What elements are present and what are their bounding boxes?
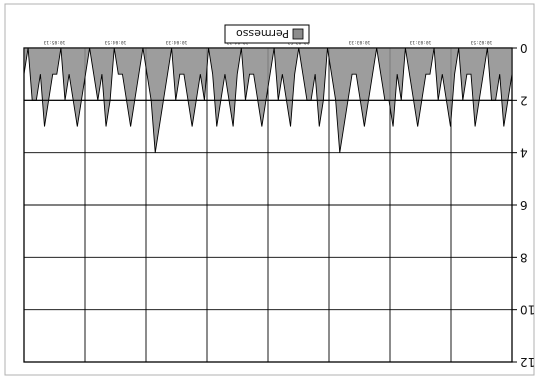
x-tick-label: 10:04:53	[104, 39, 126, 45]
y-tick-label: 4	[520, 146, 528, 160]
plot-rotated: 10:02:5310:03:1310:03:3310:03:5310:04:13…	[23, 24, 535, 369]
legend-swatch-permesso	[292, 28, 304, 40]
legend-label-permesso: Permesso	[236, 27, 289, 40]
y-tick-label: 0	[520, 41, 528, 55]
x-tick-label: 10:05:13	[43, 39, 65, 45]
x-tick-label: 10:03:13	[409, 39, 431, 45]
chart-border	[4, 3, 535, 376]
legend-box	[224, 24, 310, 44]
y-tick-label: 2	[520, 93, 528, 107]
y-tick-labels: 0 2 4 6 8 10 12	[512, 41, 535, 369]
legend: Permesso	[224, 24, 310, 44]
x-tick-label: 10:04:33	[165, 39, 187, 45]
y-tick-label: 8	[520, 250, 528, 264]
y-tick-label: 10	[520, 303, 535, 317]
y-tick-label: 12	[520, 355, 535, 369]
y-tick-label: 6	[520, 198, 528, 212]
x-tick-label: 10:03:33	[348, 39, 370, 45]
x-tick-label: 10:02:53	[470, 39, 492, 45]
